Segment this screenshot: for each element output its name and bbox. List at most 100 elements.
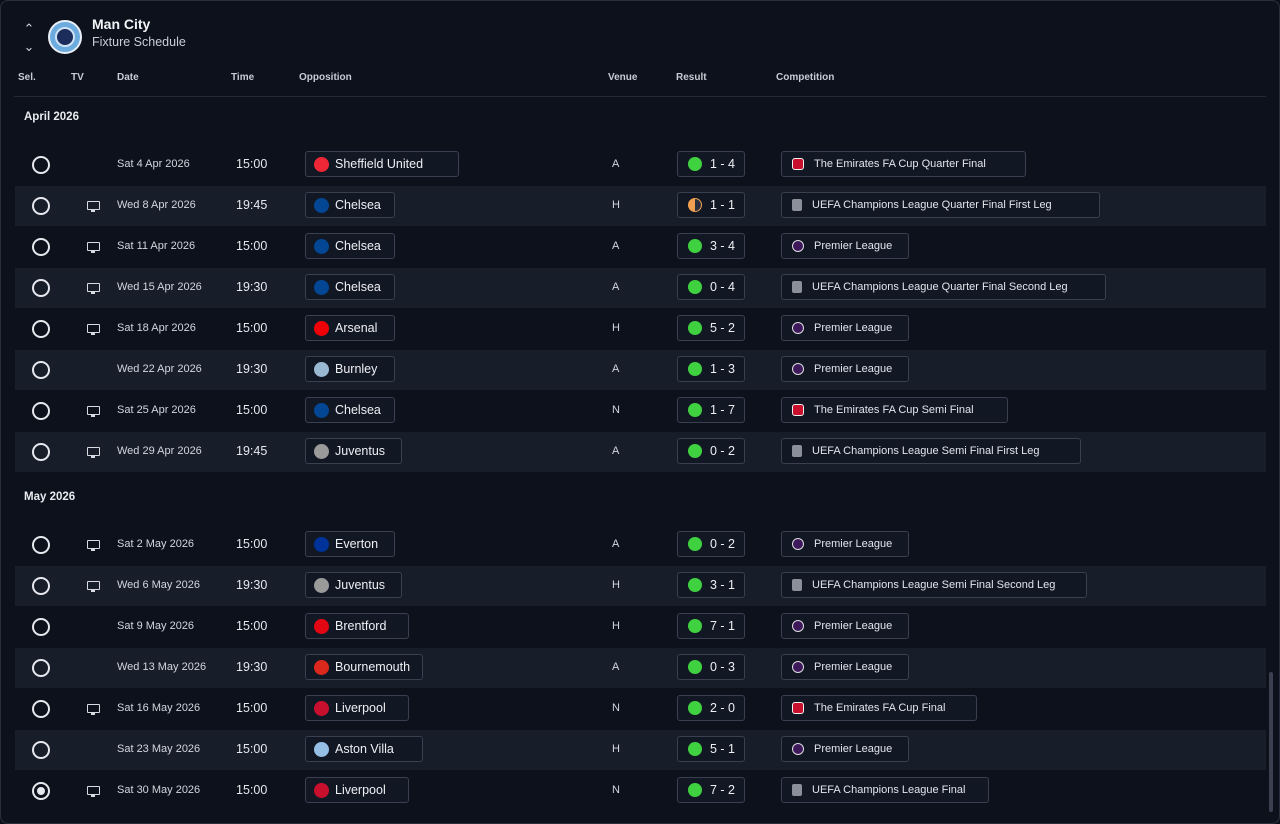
competition-chip[interactable]: UEFA Champions League Semi Final First L… xyxy=(781,438,1081,464)
fixture-row[interactable]: Sat 16 May 2026 15:00 Liverpool N 2 - 0 … xyxy=(15,689,1266,729)
competition-chip[interactable]: Premier League xyxy=(781,356,909,382)
result-chip[interactable]: 5 - 2 xyxy=(677,315,745,341)
competition-chip[interactable]: The Emirates FA Cup Quarter Final xyxy=(781,151,1026,177)
competition-name: UEFA Champions League Quarter Final Firs… xyxy=(812,199,1052,211)
select-radio[interactable] xyxy=(32,156,50,174)
select-radio[interactable] xyxy=(32,782,50,800)
previous-arrow-icon[interactable]: ⌃ xyxy=(23,21,35,36)
result-chip[interactable]: 2 - 0 xyxy=(677,695,745,721)
fixture-row[interactable]: Sat 25 Apr 2026 15:00 Chelsea N 1 - 7 Th… xyxy=(15,391,1266,431)
opponent-chip[interactable]: Chelsea xyxy=(305,274,395,300)
result-chip[interactable]: 1 - 7 xyxy=(677,397,745,423)
result-indicator-icon xyxy=(688,701,702,715)
select-radio[interactable] xyxy=(32,279,50,297)
competition-chip[interactable]: UEFA Champions League Final xyxy=(781,777,989,803)
competition-chip[interactable]: UEFA Champions League Quarter Final Seco… xyxy=(781,274,1106,300)
col-date[interactable]: Date xyxy=(117,72,139,83)
scrollbar[interactable] xyxy=(1269,672,1273,812)
result-chip[interactable]: 0 - 2 xyxy=(677,531,745,557)
select-radio[interactable] xyxy=(32,659,50,677)
select-radio[interactable] xyxy=(32,443,50,461)
competition-chip[interactable]: Premier League xyxy=(781,613,909,639)
select-radio[interactable] xyxy=(32,618,50,636)
select-radio[interactable] xyxy=(32,320,50,338)
fixture-row[interactable]: Sat 30 May 2026 15:00 Liverpool N 7 - 2 … xyxy=(15,771,1266,811)
col-sel[interactable]: Sel. xyxy=(18,72,36,83)
competition-chip[interactable]: UEFA Champions League Quarter Final Firs… xyxy=(781,192,1100,218)
competition-chip[interactable]: UEFA Champions League Semi Final Second … xyxy=(781,572,1087,598)
fixture-row[interactable]: Sat 11 Apr 2026 15:00 Chelsea A 3 - 4 Pr… xyxy=(15,227,1266,267)
select-radio[interactable] xyxy=(32,536,50,554)
fixture-row[interactable]: Wed 6 May 2026 19:30 Juventus H 3 - 1 UE… xyxy=(15,566,1266,606)
section-title: May 2026 xyxy=(24,491,76,503)
select-radio[interactable] xyxy=(32,197,50,215)
result-chip[interactable]: 0 - 2 xyxy=(677,438,745,464)
team-name[interactable]: Man City xyxy=(92,16,151,32)
result-chip[interactable]: 3 - 1 xyxy=(677,572,745,598)
fixture-row[interactable]: Sat 4 Apr 2026 15:00 Sheffield United A … xyxy=(15,145,1266,185)
opponent-chip[interactable]: Everton xyxy=(305,531,395,557)
result-chip[interactable]: 1 - 4 xyxy=(677,151,745,177)
opponent-chip[interactable]: Chelsea xyxy=(305,233,395,259)
next-arrow-icon[interactable]: ⌄ xyxy=(23,39,35,54)
result-indicator-icon xyxy=(688,362,702,376)
fixture-row[interactable]: Wed 22 Apr 2026 19:30 Burnley A 1 - 3 Pr… xyxy=(15,350,1266,390)
competition-chip[interactable]: Premier League xyxy=(781,233,909,259)
opponent-chip[interactable]: Liverpool xyxy=(305,777,409,803)
opponent-chip[interactable]: Chelsea xyxy=(305,192,395,218)
opponent-chip[interactable]: Aston Villa xyxy=(305,736,423,762)
fixture-row[interactable]: Wed 15 Apr 2026 19:30 Chelsea A 0 - 4 UE… xyxy=(15,268,1266,308)
select-radio[interactable] xyxy=(32,402,50,420)
opponent-chip[interactable]: Arsenal xyxy=(305,315,395,341)
fixture-row[interactable]: Wed 13 May 2026 19:30 Bournemouth A 0 - … xyxy=(15,648,1266,688)
fixture-time: 15:00 xyxy=(236,157,268,171)
premier-league-icon xyxy=(792,743,804,755)
competition-chip[interactable]: The Emirates FA Cup Final xyxy=(781,695,977,721)
fixture-row[interactable]: Sat 9 May 2026 15:00 Brentford H 7 - 1 P… xyxy=(15,607,1266,647)
fixture-row[interactable]: Sat 2 May 2026 15:00 Everton A 0 - 2 Pre… xyxy=(15,525,1266,565)
fixture-venue: N xyxy=(612,702,620,714)
premier-league-icon xyxy=(792,240,804,252)
result-score: 5 - 2 xyxy=(710,321,736,335)
opponent-chip[interactable]: Sheffield United xyxy=(305,151,459,177)
competition-chip[interactable]: The Emirates FA Cup Semi Final xyxy=(781,397,1008,423)
result-chip[interactable]: 7 - 2 xyxy=(677,777,745,803)
opponent-chip[interactable]: Bournemouth xyxy=(305,654,423,680)
competition-chip[interactable]: Premier League xyxy=(781,736,909,762)
result-chip[interactable]: 5 - 1 xyxy=(677,736,745,762)
col-time[interactable]: Time xyxy=(231,72,255,83)
fixture-time: 15:00 xyxy=(236,619,268,633)
select-radio[interactable] xyxy=(32,361,50,379)
select-radio[interactable] xyxy=(32,700,50,718)
fixture-row[interactable]: Sat 23 May 2026 15:00 Aston Villa H 5 - … xyxy=(15,730,1266,770)
tv-icon xyxy=(87,704,100,715)
opponent-chip[interactable]: Brentford xyxy=(305,613,409,639)
result-chip[interactable]: 0 - 3 xyxy=(677,654,745,680)
col-result[interactable]: Result xyxy=(676,72,707,83)
result-chip[interactable]: 1 - 1 xyxy=(677,192,745,218)
opponent-crest-icon xyxy=(314,741,329,757)
result-chip[interactable]: 3 - 4 xyxy=(677,233,745,259)
fixture-row[interactable]: Wed 29 Apr 2026 19:45 Juventus A 0 - 2 U… xyxy=(15,432,1266,472)
col-tv[interactable]: TV xyxy=(71,72,84,83)
opponent-chip[interactable]: Juventus xyxy=(305,572,402,598)
select-radio[interactable] xyxy=(32,238,50,256)
result-chip[interactable]: 7 - 1 xyxy=(677,613,745,639)
competition-chip[interactable]: Premier League xyxy=(781,654,909,680)
fixture-row[interactable]: Wed 8 Apr 2026 19:45 Chelsea H 1 - 1 UEF… xyxy=(15,186,1266,226)
select-radio[interactable] xyxy=(32,577,50,595)
competition-chip[interactable]: Premier League xyxy=(781,315,909,341)
col-opposition[interactable]: Opposition xyxy=(299,72,352,83)
col-competition[interactable]: Competition xyxy=(776,72,835,83)
col-venue[interactable]: Venue xyxy=(608,72,638,83)
opponent-chip[interactable]: Chelsea xyxy=(305,397,395,423)
fixture-row[interactable]: Sat 18 Apr 2026 15:00 Arsenal H 5 - 2 Pr… xyxy=(15,309,1266,349)
result-chip[interactable]: 1 - 3 xyxy=(677,356,745,382)
opponent-chip[interactable]: Burnley xyxy=(305,356,395,382)
competition-chip[interactable]: Premier League xyxy=(781,531,909,557)
result-chip[interactable]: 0 - 4 xyxy=(677,274,745,300)
opponent-crest-icon xyxy=(314,659,329,675)
opponent-chip[interactable]: Juventus xyxy=(305,438,402,464)
select-radio[interactable] xyxy=(32,741,50,759)
opponent-chip[interactable]: Liverpool xyxy=(305,695,409,721)
